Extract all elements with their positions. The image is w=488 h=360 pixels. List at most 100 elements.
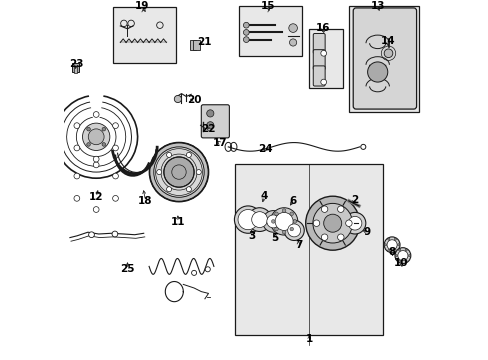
Circle shape: [74, 195, 80, 201]
Circle shape: [344, 212, 365, 234]
Circle shape: [394, 255, 397, 257]
Circle shape: [234, 206, 261, 233]
Circle shape: [93, 156, 99, 162]
Circle shape: [347, 216, 361, 230]
Bar: [72, 63, 79, 72]
Circle shape: [247, 208, 271, 231]
Circle shape: [186, 152, 191, 157]
Circle shape: [88, 232, 94, 238]
Circle shape: [345, 220, 351, 226]
Circle shape: [243, 22, 249, 28]
Circle shape: [166, 187, 171, 192]
FancyBboxPatch shape: [201, 105, 229, 138]
FancyBboxPatch shape: [313, 50, 325, 70]
Text: 2: 2: [350, 195, 357, 205]
Circle shape: [191, 270, 196, 275]
Circle shape: [238, 210, 258, 230]
Circle shape: [153, 147, 204, 197]
Circle shape: [112, 173, 118, 179]
Bar: [235, 164, 382, 335]
Circle shape: [320, 79, 326, 85]
Text: 14: 14: [380, 36, 394, 46]
Text: 19: 19: [134, 1, 149, 12]
Circle shape: [186, 187, 191, 192]
FancyBboxPatch shape: [352, 8, 416, 109]
Circle shape: [404, 249, 407, 251]
Circle shape: [74, 123, 80, 129]
Circle shape: [82, 123, 110, 150]
Circle shape: [274, 227, 278, 231]
Bar: [113, 7, 176, 63]
Bar: [74, 66, 77, 73]
Bar: [239, 6, 302, 56]
Circle shape: [206, 110, 213, 117]
Circle shape: [196, 170, 201, 175]
Bar: [348, 6, 418, 112]
Text: 24: 24: [258, 144, 272, 154]
Circle shape: [394, 248, 410, 264]
Circle shape: [398, 249, 400, 251]
Circle shape: [243, 37, 249, 42]
Circle shape: [387, 238, 389, 240]
Circle shape: [282, 230, 285, 234]
Text: 4: 4: [260, 191, 267, 201]
Bar: [309, 29, 343, 88]
Circle shape: [149, 143, 208, 202]
Text: 10: 10: [393, 258, 407, 268]
Circle shape: [282, 209, 285, 212]
Circle shape: [270, 208, 297, 235]
Circle shape: [321, 234, 327, 240]
Circle shape: [88, 129, 104, 145]
Circle shape: [102, 143, 105, 146]
Circle shape: [397, 251, 407, 261]
Circle shape: [74, 145, 80, 151]
Circle shape: [367, 62, 387, 82]
Text: 21: 21: [197, 37, 211, 48]
Circle shape: [166, 152, 171, 157]
Text: 20: 20: [186, 95, 201, 105]
Circle shape: [262, 211, 284, 232]
Circle shape: [112, 195, 118, 201]
Text: 16: 16: [315, 23, 329, 33]
Circle shape: [393, 238, 396, 240]
Text: 17: 17: [212, 138, 227, 148]
Text: 7: 7: [294, 240, 302, 250]
Circle shape: [386, 240, 396, 250]
Circle shape: [102, 127, 105, 131]
Circle shape: [387, 249, 389, 252]
Circle shape: [266, 215, 279, 228]
Circle shape: [384, 237, 399, 253]
Text: 8: 8: [387, 247, 395, 257]
Circle shape: [112, 231, 118, 237]
Text: 5: 5: [271, 233, 278, 243]
Text: 22: 22: [201, 124, 215, 134]
Circle shape: [112, 123, 118, 129]
Circle shape: [292, 220, 296, 223]
Circle shape: [323, 214, 341, 232]
Bar: [193, 40, 200, 50]
Circle shape: [93, 112, 99, 117]
Circle shape: [404, 260, 407, 262]
Circle shape: [337, 234, 344, 240]
Circle shape: [305, 196, 359, 250]
Text: 25: 25: [120, 264, 135, 274]
Circle shape: [397, 244, 399, 246]
Circle shape: [384, 244, 386, 246]
Circle shape: [93, 162, 99, 168]
Circle shape: [321, 206, 327, 212]
Text: 15: 15: [260, 1, 275, 12]
Circle shape: [251, 212, 267, 228]
Circle shape: [313, 220, 319, 226]
Circle shape: [156, 170, 162, 175]
Circle shape: [393, 249, 396, 252]
Text: 6: 6: [289, 196, 296, 206]
Text: 3: 3: [247, 231, 255, 241]
Bar: [189, 40, 196, 50]
Text: 23: 23: [69, 59, 83, 69]
Circle shape: [289, 39, 296, 46]
Circle shape: [407, 255, 409, 257]
Text: 1: 1: [305, 334, 312, 344]
Circle shape: [320, 50, 326, 56]
Circle shape: [287, 224, 300, 237]
Circle shape: [174, 95, 181, 103]
